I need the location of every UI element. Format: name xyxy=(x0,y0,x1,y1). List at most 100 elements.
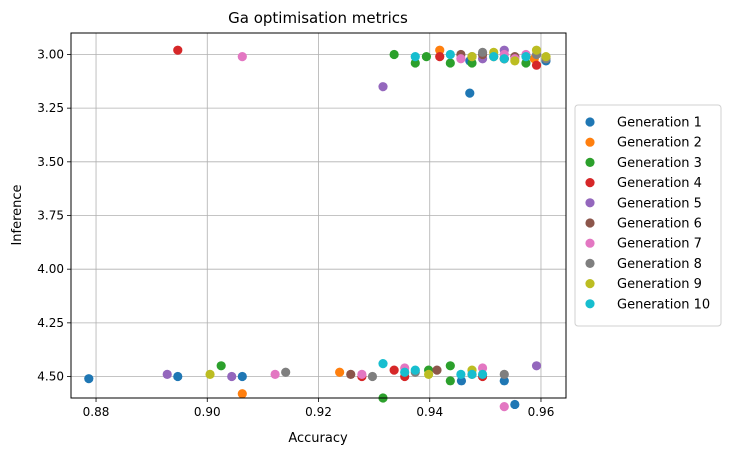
grid-lines xyxy=(71,33,566,398)
data-point xyxy=(162,369,172,379)
data-point xyxy=(521,58,531,68)
y-tick-label: 3.75 xyxy=(37,209,64,223)
data-point xyxy=(237,389,247,399)
legend-label: Generation 8 xyxy=(617,257,702,272)
data-point xyxy=(216,361,226,371)
series-4 xyxy=(173,45,542,382)
data-point xyxy=(499,401,509,412)
data-point xyxy=(389,365,399,375)
data-point xyxy=(410,365,420,375)
data-point xyxy=(424,369,434,379)
data-point xyxy=(432,365,442,375)
legend-marker xyxy=(585,218,595,228)
data-point xyxy=(84,374,94,384)
data-point xyxy=(456,369,466,379)
series-7 xyxy=(237,49,531,412)
data-point xyxy=(445,361,455,371)
legend-marker xyxy=(585,137,595,147)
legend-label: Generation 2 xyxy=(617,136,702,151)
legend-frame xyxy=(574,104,722,327)
data-point xyxy=(237,371,247,382)
legend-marker xyxy=(585,178,595,188)
data-point xyxy=(445,58,455,68)
y-tick-label: 4.50 xyxy=(37,370,64,384)
legend-item: Generation 8 xyxy=(585,257,702,272)
x-tick-label: 0.92 xyxy=(305,405,332,419)
data-point xyxy=(410,52,420,62)
x-tick-label: 0.90 xyxy=(194,405,221,419)
legend-label: Generation 7 xyxy=(617,237,702,252)
series-10 xyxy=(378,49,531,379)
x-tick-label: 0.88 xyxy=(83,405,110,419)
data-point xyxy=(467,52,477,62)
data-point xyxy=(499,376,509,386)
data-point xyxy=(510,56,520,66)
x-axis-label: Accuracy xyxy=(288,431,348,446)
legend-item: Generation 6 xyxy=(585,217,702,232)
series-5 xyxy=(162,45,542,382)
legend-label: Generation 5 xyxy=(617,196,702,211)
data-point xyxy=(227,371,237,382)
data-point xyxy=(281,367,291,377)
legend-item: Generation 1 xyxy=(585,116,702,131)
data-point xyxy=(205,369,215,379)
data-points xyxy=(84,45,551,412)
data-point xyxy=(467,369,477,379)
series-6 xyxy=(346,49,520,379)
y-axis-label: Inference xyxy=(10,184,25,245)
series-9 xyxy=(205,45,551,379)
data-point xyxy=(510,399,520,410)
legend-marker xyxy=(585,258,595,268)
data-point xyxy=(531,45,542,55)
y-tick-label: 4.00 xyxy=(37,262,64,276)
y-tick-label: 3.50 xyxy=(37,155,64,169)
y-axis-ticks: 3.00 3.25 3.50 3.75 4.00 4.25 4.50 xyxy=(37,47,71,384)
data-point xyxy=(410,58,420,68)
legend: Generation 1 Generation 2 Generation 3 Gene… xyxy=(574,104,722,327)
data-point xyxy=(445,376,455,386)
series-3 xyxy=(216,49,531,403)
data-point xyxy=(541,52,551,62)
legend-item: Generation 3 xyxy=(585,156,702,171)
data-point xyxy=(378,359,388,369)
y-tick-label: 3.00 xyxy=(37,47,64,61)
data-point xyxy=(445,49,455,60)
data-point xyxy=(435,52,445,62)
data-point xyxy=(270,369,280,379)
data-point xyxy=(477,47,488,57)
legend-marker xyxy=(585,279,595,289)
data-point xyxy=(400,367,410,377)
data-point xyxy=(173,45,183,55)
x-tick-label: 0.96 xyxy=(528,405,555,419)
data-point xyxy=(456,54,466,64)
data-point xyxy=(477,363,488,373)
data-point xyxy=(465,88,475,98)
y-tick-label: 3.25 xyxy=(37,101,64,115)
legend-item: Generation 9 xyxy=(585,277,702,292)
legend-marker xyxy=(585,117,595,127)
data-point xyxy=(467,58,477,68)
legend-item: Generation 10 xyxy=(585,297,710,312)
legend-marker xyxy=(585,299,595,309)
data-point xyxy=(346,369,356,379)
legend-marker xyxy=(585,238,595,248)
data-point xyxy=(489,52,499,62)
data-point xyxy=(173,371,183,382)
x-axis-ticks: 0.88 0.90 0.92 0.94 0.96 xyxy=(83,398,555,419)
legend-label: Generation 6 xyxy=(617,217,702,232)
legend-item: Generation 4 xyxy=(585,176,702,191)
legend-label: Generation 10 xyxy=(617,297,710,312)
data-point xyxy=(367,371,378,382)
series-8 xyxy=(281,47,551,382)
legend-label: Generation 9 xyxy=(617,277,702,292)
data-point xyxy=(531,60,542,70)
legend-item: Generation 7 xyxy=(585,237,702,252)
legend-marker xyxy=(585,157,595,167)
legend-marker xyxy=(585,198,595,208)
legend-item: Generation 2 xyxy=(585,136,702,151)
data-point xyxy=(521,52,531,62)
data-point xyxy=(477,369,488,379)
x-tick-label: 0.94 xyxy=(416,405,443,419)
legend-item: Generation 5 xyxy=(585,196,702,211)
